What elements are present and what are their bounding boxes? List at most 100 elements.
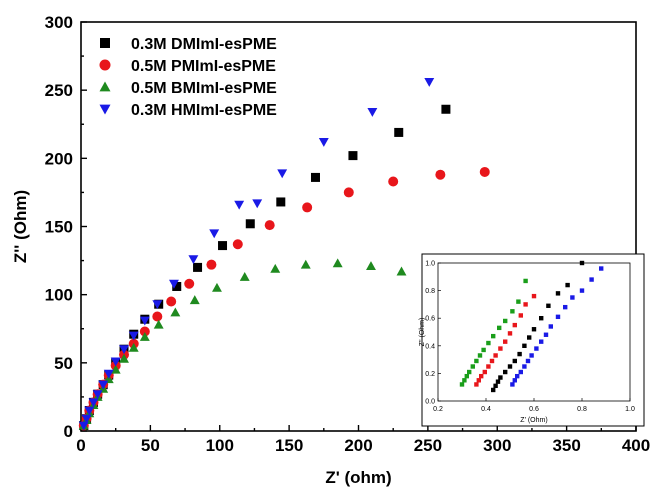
x-tick-label: 100 (206, 436, 234, 455)
x-tick-label: 350 (552, 436, 580, 455)
inset-x-axis-title: Z' (Ohm) (520, 417, 547, 424)
data-point (270, 263, 281, 273)
x-tick-label: 400 (622, 436, 650, 455)
inset-x-tick-label: 0.2 (433, 406, 443, 413)
data-point (169, 279, 179, 289)
inset-data-point (579, 288, 585, 293)
data-point (139, 331, 150, 341)
data-point (302, 202, 313, 213)
data-point (245, 219, 255, 229)
inset-data-point (539, 339, 544, 344)
legend: 0.3M DMImI-esPME 0.5M PMImI-esPME 0.5M BMI… (99, 36, 277, 119)
data-point (332, 258, 343, 268)
inset-data-point (510, 309, 515, 314)
inset-data-point (474, 382, 479, 387)
inset-data-point (599, 266, 604, 271)
inset-series-2 (474, 293, 537, 387)
inset-x-tick-label: 1.0 (625, 406, 635, 413)
inset-data-point (479, 373, 484, 379)
inset-series-1 (459, 278, 528, 387)
inset-data-point (589, 277, 594, 282)
series-0-3m-dmimi-espme (79, 104, 451, 431)
inset-data-point (529, 353, 534, 358)
inset-data-point (476, 378, 481, 383)
inset-data-point (512, 378, 517, 383)
series-0-5m-bmimi-espme (78, 258, 407, 430)
data-point (212, 282, 222, 292)
inset-data-point (527, 335, 532, 340)
inset-data-point (482, 369, 487, 375)
data-point (479, 166, 490, 177)
data-point (300, 259, 311, 269)
data-point (92, 390, 103, 400)
inset-x-tick-label: 0.8 (577, 406, 587, 413)
inset-data-point (512, 358, 517, 364)
inset-data-point (491, 333, 496, 339)
data-point (153, 319, 164, 329)
inset-data-point (548, 324, 553, 329)
data-point (318, 138, 329, 147)
data-point (276, 197, 286, 207)
data-point (388, 176, 399, 187)
inset-data-point (464, 373, 469, 379)
main-plot: 0 50 100 150 200 250 300 350 400 0 50 100 150 200 250 3… (11, 13, 650, 487)
inset-data-point (522, 343, 527, 348)
inset-plot: 0.2 0.4 0.6 0.8 1.00.00.20.40.60.81.0Z' (Ohm… (419, 253, 645, 427)
inset-data-point (507, 331, 513, 336)
inset-x-tick-label: 0.6 (529, 406, 539, 413)
data-point (88, 398, 99, 408)
data-point (189, 295, 200, 305)
data-point (424, 78, 435, 87)
data-point (78, 421, 89, 431)
data-point (441, 104, 451, 114)
y-tick-label: 0 (64, 422, 73, 441)
inset-y-tick-label: 0.2 (425, 371, 435, 378)
inset-data-point (579, 260, 585, 266)
inset-y-tick-label: 0.0 (425, 399, 435, 406)
data-point (348, 151, 358, 161)
inset-data-point (517, 351, 522, 357)
legend-marker (99, 81, 111, 92)
inset-data-point (563, 304, 568, 310)
inset-data-point (518, 313, 523, 318)
data-point (119, 353, 129, 363)
inset-data-point (495, 379, 501, 384)
data-point (184, 278, 195, 289)
data-point (264, 220, 275, 231)
inset-data-point (481, 347, 486, 353)
series-0-3m-hmimi-espme (78, 78, 435, 431)
data-point (366, 261, 376, 270)
legend-marker (100, 38, 110, 48)
data-point (139, 326, 150, 337)
y-tick-label: 100 (45, 286, 73, 305)
x-tick-label: 200 (344, 436, 372, 455)
inset-data-point (510, 382, 515, 387)
inset-data-point (470, 364, 475, 369)
inset-data-point (493, 353, 498, 358)
data-point (152, 300, 163, 310)
data-point (239, 271, 250, 281)
inset-data-point (462, 378, 467, 383)
inset-data-point (516, 299, 521, 304)
inset-data-point (515, 373, 520, 379)
y-tick-label: 250 (45, 81, 73, 100)
data-point (206, 259, 217, 270)
inset-data-point (523, 278, 528, 284)
inset-data-point (498, 346, 503, 351)
inset-y-tick-label: 0.6 (425, 316, 435, 323)
data-point (128, 331, 139, 341)
legend-marker (99, 104, 111, 115)
inset-data-point (474, 358, 479, 364)
inset-data-point (565, 282, 570, 288)
data-point (394, 127, 404, 137)
inset-data-point (539, 316, 544, 321)
inset-data-point (503, 339, 508, 344)
inset-x-tick-label: 0.4 (481, 406, 491, 413)
data-point (435, 169, 446, 180)
data-point (232, 239, 243, 250)
data-point (110, 364, 121, 374)
data-point (367, 108, 378, 117)
inset-data-point (486, 364, 491, 369)
y-axis-title: Z'' (Ohm) (11, 190, 30, 263)
